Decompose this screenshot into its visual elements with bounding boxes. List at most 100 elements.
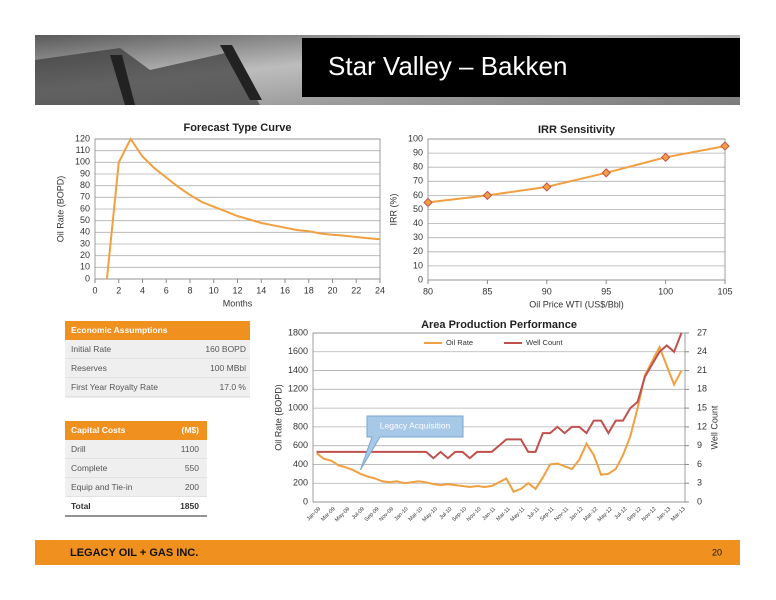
x-tick-label: 16 (280, 285, 290, 295)
y-tick-label: 50 (413, 204, 423, 214)
x-tick-label: Mar-13 (670, 506, 687, 523)
table-row (65, 459, 207, 478)
x-tick-label: Jan-09 (306, 506, 322, 522)
x-tick-label: May-11 (509, 506, 526, 523)
data-point (601, 168, 611, 178)
y-tick-label: 20 (413, 246, 423, 256)
y-tick-label: 10 (413, 260, 423, 270)
table-cell: 550 (185, 463, 199, 473)
x-tick-label: 105 (717, 286, 732, 296)
table-cell: Drill (71, 444, 86, 454)
y-tick-label: 600 (293, 440, 308, 450)
annotation-callout (359, 415, 464, 471)
x-tick-label: Jan-11 (481, 506, 497, 522)
y2-tick-label: 0 (697, 496, 702, 506)
y-tick-label: 60 (80, 203, 90, 213)
y2-tick-label: 18 (697, 384, 707, 394)
footer-company: LEGACY OIL + GAS INC. (70, 547, 198, 559)
series-line (315, 344, 683, 493)
y-tick-label: 1600 (288, 346, 308, 356)
x-tick-label: Sep-11 (539, 506, 555, 522)
x-tick-label: Sep-09 (364, 506, 381, 523)
x-tick-label: 6 (164, 285, 169, 295)
y-tick-label: 70 (413, 176, 423, 186)
x-tick-label: 20 (327, 285, 337, 295)
legend-label: Oil Rate (446, 338, 473, 347)
y2-tick-label: 15 (697, 402, 707, 412)
table-header-text: Capital Costs (71, 425, 126, 435)
table-header-text: Economic Assumptions (71, 325, 168, 335)
data-point (482, 190, 493, 201)
plot-frame (427, 138, 726, 281)
photo-shape (35, 48, 260, 105)
table-cell: First Year Royalty Rate (71, 382, 158, 392)
x-tick-label: Nov-12 (641, 506, 658, 523)
data-point (423, 197, 433, 208)
y-axis-label: IRR (%) (388, 194, 398, 226)
y-tick-label: 1800 (288, 327, 308, 337)
x-tick-label: Nov-10 (466, 506, 483, 523)
y-tick-label: 0 (418, 274, 423, 284)
x-tick-label: 18 (304, 285, 314, 295)
series-line (316, 332, 683, 460)
x-tick-label: 100 (658, 286, 673, 296)
table-header (65, 421, 207, 440)
table-row (65, 478, 207, 497)
x-tick-label: 24 (375, 285, 385, 295)
page-number: 20 (712, 547, 722, 557)
table-row (65, 359, 250, 378)
annotation-text: Legacy Acquisition (380, 420, 451, 430)
y2-axis-label: Well Count (709, 405, 719, 449)
plot-frame (312, 332, 686, 503)
x-tick-label: May-10 (422, 506, 439, 523)
y-tick-label: 30 (413, 232, 423, 242)
table-cell: 17.0 % (220, 382, 247, 392)
y-tick-label: 50 (80, 215, 90, 225)
y2-tick-label: 3 (697, 478, 702, 488)
x-tick-label: Nov-11 (554, 506, 570, 522)
y-tick-label: 60 (413, 190, 423, 200)
y-tick-label: 40 (80, 227, 90, 237)
chart-title: Forecast Type Curve (183, 122, 291, 134)
table-cell: Equip and Tie-in (71, 482, 133, 492)
x-tick-label: 80 (423, 286, 433, 296)
x-tick-label: 85 (482, 286, 492, 296)
y-tick-label: 200 (293, 478, 308, 488)
y-tick-label: 40 (413, 218, 423, 228)
x-tick-label: 10 (209, 285, 219, 295)
x-tick-label: Jan-10 (393, 506, 409, 522)
table-cell: Complete (71, 463, 108, 473)
y-tick-label: 110 (76, 145, 90, 155)
y-tick-label: 10 (80, 262, 90, 272)
table-cell: Total (71, 501, 91, 511)
y-tick-label: 80 (413, 162, 423, 172)
y-axis-label: Oil Rate (BOPD) (273, 384, 283, 451)
chart-title: IRR Sensitivity (538, 124, 616, 136)
y-tick-label: 0 (85, 273, 90, 283)
footer-bar (35, 540, 740, 565)
x-tick-label: 0 (92, 285, 97, 295)
table-cell: 160 BOPD (205, 344, 246, 354)
x-tick-label: May-12 (597, 506, 614, 523)
x-tick-label: 14 (256, 285, 266, 295)
x-axis-label: Months (223, 298, 253, 308)
y-axis-label: Oil Rate (BOPD) (55, 176, 65, 243)
y-tick-label: 400 (293, 459, 308, 469)
x-tick-label: Sep-12 (626, 506, 643, 523)
slide-title: Star Valley – Bakken (328, 51, 567, 81)
y-tick-label: 0 (303, 496, 308, 506)
x-tick-label: Jan-13 (656, 506, 672, 522)
table-cell: Initial Rate (71, 344, 111, 354)
x-tick-label: 95 (601, 286, 611, 296)
x-tick-label: Sep-10 (451, 506, 468, 523)
y-tick-label: 30 (80, 238, 90, 248)
y2-tick-label: 9 (697, 440, 702, 450)
data-point (542, 182, 552, 192)
table-cell: 1100 (181, 444, 200, 454)
x-tick-label: 8 (187, 285, 192, 295)
chart-title: Area Production Performance (421, 319, 577, 331)
y-tick-label: 1200 (288, 384, 308, 394)
y2-tick-label: 6 (697, 459, 702, 469)
y2-tick-label: 21 (697, 365, 707, 375)
table-row (65, 497, 207, 516)
